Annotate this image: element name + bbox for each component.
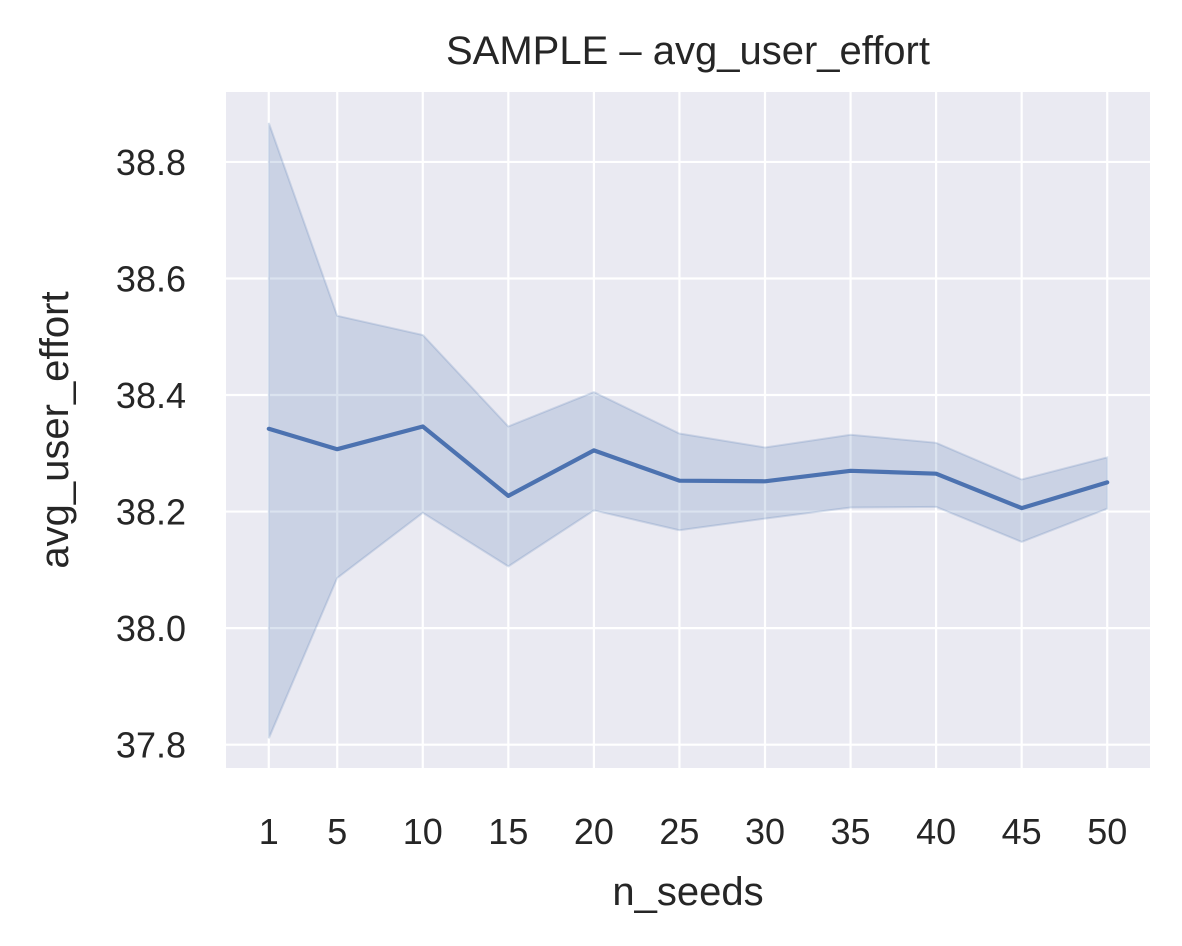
x-tick-label: 45: [1002, 811, 1042, 852]
x-tick-label: 40: [916, 811, 956, 852]
x-tick-label: 5: [327, 811, 347, 852]
x-tick-label: 20: [574, 811, 614, 852]
x-tick-label: 25: [659, 811, 699, 852]
x-tick-label: 1: [259, 811, 279, 852]
y-gridlines: [226, 160, 1150, 746]
x-gridlines: [267, 92, 1109, 768]
y-tick-label: 38.0: [116, 608, 186, 649]
series-lines: [266, 424, 1110, 511]
confidence-band: [267, 122, 1109, 739]
confidence-bands: [267, 122, 1109, 739]
y-tick-label: 38.6: [116, 258, 186, 299]
x-tick-labels: 1 5 10 15 20 25 30 35 40 45 50: [259, 811, 1127, 852]
chart-title: SAMPLE – avg_user_effort: [446, 29, 930, 73]
x-tick-label: 50: [1087, 811, 1127, 852]
series-line: [266, 424, 1110, 511]
y-tick-label: 38.2: [116, 492, 186, 533]
plot-area: [226, 92, 1150, 768]
x-tick-label: 35: [831, 811, 871, 852]
x-tick-label: 15: [488, 811, 528, 852]
x-tick-label: 30: [745, 811, 785, 852]
x-axis-label: n_seeds: [612, 870, 763, 914]
y-tick-labels: 37.8 38.0 38.2 38.4 38.6 38.8: [116, 142, 186, 766]
y-axis-label: avg_user_effort: [33, 291, 77, 568]
y-tick-label: 38.4: [116, 375, 186, 416]
y-tick-label: 37.8: [116, 725, 186, 766]
x-tick-label: 10: [403, 811, 443, 852]
y-tick-label: 38.8: [116, 142, 186, 183]
